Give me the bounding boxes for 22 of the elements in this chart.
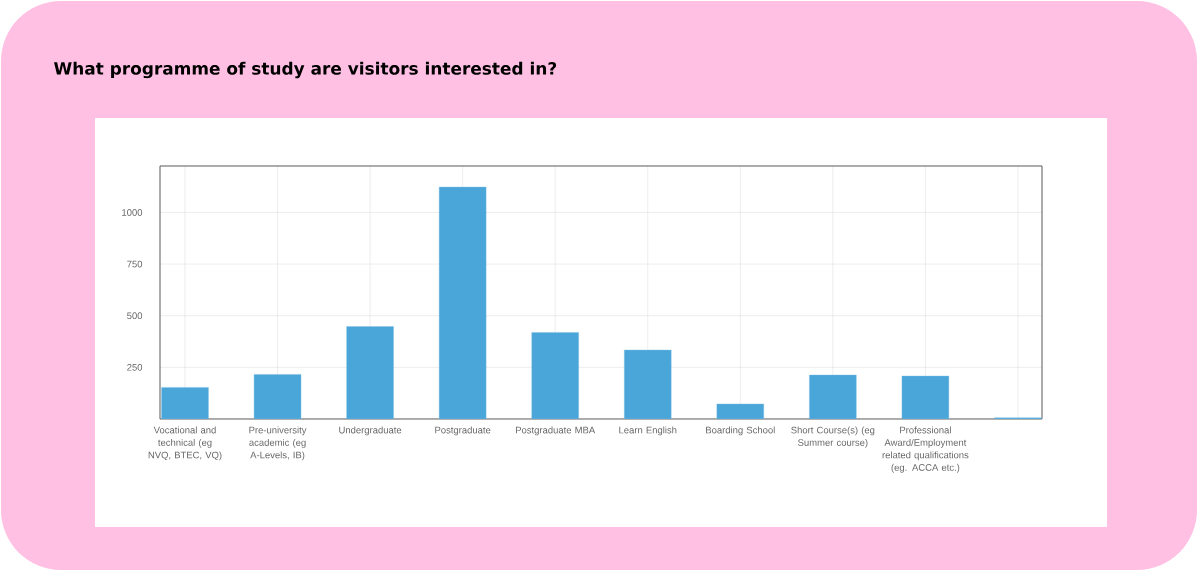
x-tick-label: Pre-university academic (eg A-Levels, IB) [249, 426, 307, 461]
x-tick-label: Learn English [619, 426, 677, 436]
y-tick-label: 500 [127, 312, 143, 320]
x-tick-label: Postgraduate [435, 426, 491, 436]
bar [531, 332, 579, 419]
x-tick-label: Boarding School [706, 426, 775, 436]
y-tick-label: 750 [127, 260, 143, 268]
x-tick-label: Postgraduate MBA [516, 426, 596, 436]
x-tick-label: Professional Award/Employment related qualifications (eg. ACCA etc.) [882, 426, 969, 473]
bar [809, 374, 857, 419]
chart-title: What programme of study are visitors interested in? [54, 61, 557, 79]
x-tick-label: Short Course(s) (eg Summer course) [791, 426, 875, 448]
bar [624, 349, 672, 419]
bar [253, 374, 302, 419]
y-tick-label: 250 [127, 364, 143, 371]
y-tick-label: 1000 [122, 209, 143, 216]
bar [438, 186, 487, 419]
x-tick-label: Vocational and technical (eg NVQ, BTEC, VQ) [148, 426, 222, 461]
bar [161, 387, 209, 419]
bar [901, 375, 950, 419]
bar [346, 326, 394, 419]
x-tick-label: Undergraduate [339, 426, 402, 436]
